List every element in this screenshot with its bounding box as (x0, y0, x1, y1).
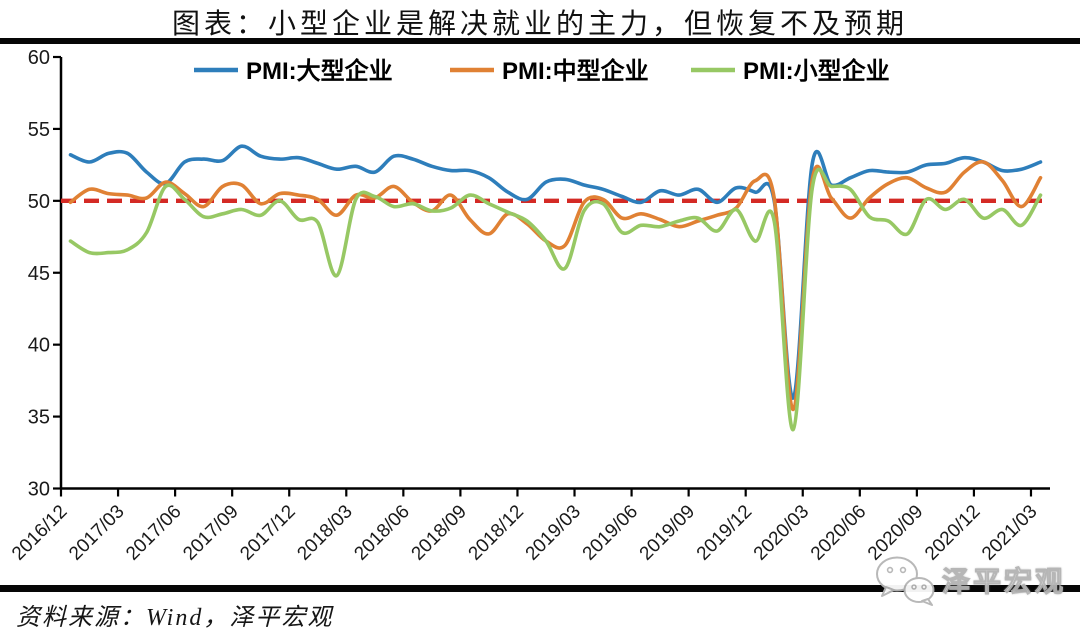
series-line-0 (68, 144, 1043, 400)
pmi-line-chart: 303540455055602016/122017/032017/062017/… (8, 47, 1050, 565)
legend-label: PMI:中型企业 (502, 57, 649, 85)
x-tick-label: 2017/09 (179, 501, 242, 564)
x-tick-label: 2016/12 (8, 501, 71, 564)
brand-watermark: 泽平宏观 (874, 554, 1066, 606)
x-tick-label: 2019/12 (693, 501, 756, 564)
legend-item-2: PMI:小型企业 (691, 57, 890, 85)
series-line-1 (68, 160, 1043, 412)
x-tick-label: 2017/12 (236, 501, 299, 564)
y-tick-label: 30 (28, 479, 50, 501)
top-divider (0, 38, 1080, 44)
series-line-2 (68, 167, 1043, 432)
brand-watermark-text: 泽平宏观 (941, 566, 1066, 598)
legend-item-1: PMI:中型企业 (450, 57, 649, 85)
y-tick-label: 60 (28, 47, 50, 69)
x-tick-label: 2019/06 (579, 501, 642, 564)
x-tick-label: 2017/03 (65, 501, 128, 564)
source-note: 资料来源：Wind，泽平宏观 (16, 605, 334, 631)
y-tick-label: 45 (28, 263, 50, 285)
legend-label: PMI:大型企业 (246, 57, 393, 85)
bottom-divider (0, 585, 1080, 592)
x-tick-label: 2020/06 (807, 501, 870, 564)
x-tick-label: 2018/03 (293, 501, 356, 564)
y-tick-label: 50 (28, 191, 50, 213)
y-tick-label: 35 (28, 407, 50, 429)
y-tick-label: 55 (28, 119, 50, 141)
x-tick-label: 2020/03 (750, 501, 813, 564)
chart-title: 图表：小型企业是解决就业的主力，但恢复不及预期 (171, 9, 908, 40)
x-tick-label: 2019/09 (636, 501, 699, 564)
legend-label: PMI:小型企业 (743, 57, 890, 85)
x-tick-label: 2018/12 (465, 501, 528, 564)
wechat-icon (875, 556, 935, 606)
x-tick-label: 2018/06 (350, 501, 413, 564)
legend-item-0: PMI:大型企业 (194, 57, 393, 85)
x-tick-label: 2018/09 (408, 501, 471, 564)
x-tick-label: 2019/03 (522, 501, 585, 564)
x-tick-label: 2017/06 (122, 501, 185, 564)
y-tick-label: 40 (28, 335, 50, 357)
